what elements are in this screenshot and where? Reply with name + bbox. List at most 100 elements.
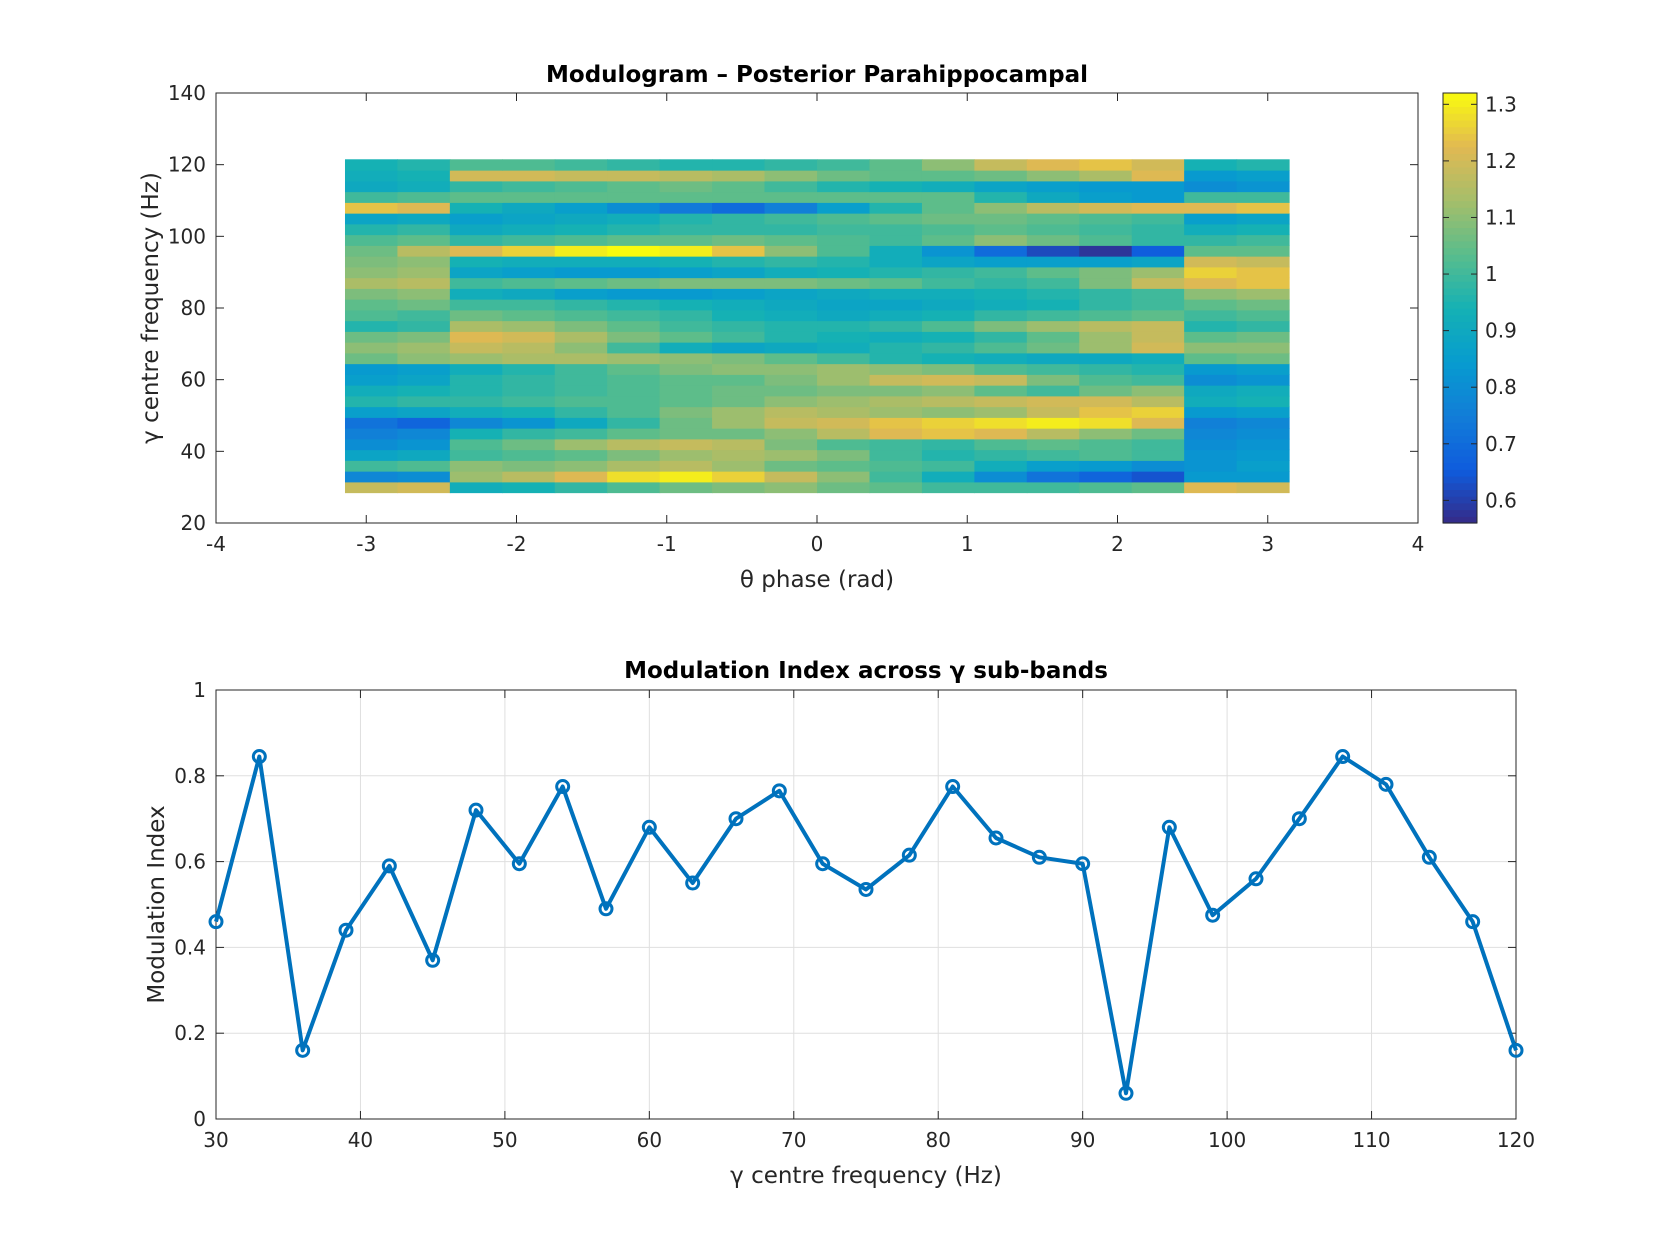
data-point-marker	[1248, 871, 1264, 887]
heatmap-cell	[1026, 374, 1080, 386]
heatmap-cell	[1236, 288, 1290, 300]
heatmap-cell	[1079, 331, 1133, 343]
colorbar-band	[1443, 435, 1477, 443]
heatmap-cell	[1079, 180, 1133, 193]
data-point-marker	[511, 856, 527, 872]
heatmap-cell	[764, 277, 818, 289]
heatmap-cell	[607, 460, 661, 472]
heatmap-cell	[817, 202, 871, 214]
heatmap-cell	[1026, 159, 1080, 171]
colorbar-band	[1443, 220, 1477, 228]
heatmap-cell	[1079, 213, 1133, 225]
heatmap-cell	[1184, 352, 1238, 365]
x-tick-label: 4	[1412, 532, 1425, 556]
heatmap-cell	[659, 352, 713, 365]
heatmap-cell	[344, 309, 399, 322]
heatmap-cell	[1184, 406, 1238, 418]
colorbar-band	[1443, 442, 1477, 450]
heatmap-cell	[449, 374, 503, 386]
heatmap-cell	[921, 223, 975, 236]
y-tick-label: 0.6	[174, 850, 206, 874]
heatmap-cell	[1079, 202, 1133, 214]
heatmap-cell	[1236, 213, 1290, 225]
heatmap-cell	[1026, 234, 1080, 246]
x-tick-label: 30	[203, 1128, 228, 1152]
heatmap-cell	[817, 438, 871, 451]
heatmap-cell	[817, 342, 871, 354]
heatmap-cell	[764, 428, 818, 440]
colorbar-band	[1443, 227, 1477, 235]
heatmap-cell	[659, 266, 713, 279]
heatmap-cell	[764, 299, 818, 311]
heatmap-cell	[974, 363, 1028, 375]
heatmap-cell	[502, 170, 556, 182]
modulation-index-plot-area	[216, 690, 1516, 1119]
heatmap-cell	[397, 245, 451, 257]
heatmap-cell	[869, 385, 923, 397]
colorbar-band	[1443, 207, 1477, 215]
heatmap-cell	[607, 223, 661, 236]
heatmap-cell	[921, 352, 975, 365]
heatmap-cell	[1079, 159, 1133, 171]
heatmap-cell	[502, 374, 556, 386]
heatmap-cell	[397, 159, 451, 171]
heatmap-cell	[397, 417, 451, 429]
heatmap-cell	[449, 288, 503, 300]
heatmap-cell	[502, 481, 556, 494]
heatmap-cell	[1079, 385, 1133, 397]
colorbar-band	[1443, 422, 1477, 430]
heatmap-cell	[554, 277, 608, 289]
heatmap-cell	[659, 438, 713, 451]
modulation-index-x-ticks: 30 40 50 60 70 80 90 100 110 120	[203, 690, 1535, 1152]
heatmap-cell	[921, 213, 975, 225]
heatmap-cell	[817, 266, 871, 279]
heatmap-cell	[817, 299, 871, 311]
heatmap-cell	[449, 266, 503, 279]
heatmap-cell	[712, 342, 766, 354]
heatmap-cell	[502, 234, 556, 246]
heatmap-cell	[449, 234, 503, 246]
colorbar-band	[1443, 160, 1477, 168]
heatmap-cell	[1131, 170, 1185, 182]
heatmap-cell	[554, 395, 608, 408]
modulation-index-x-label: γ centre frequency (Hz)	[730, 1163, 1002, 1189]
modulation-index-markers	[208, 749, 1524, 1101]
heatmap-cell	[1184, 417, 1238, 429]
heatmap-cell	[712, 223, 766, 236]
heatmap-cell	[974, 170, 1028, 182]
heatmap-cell	[554, 385, 608, 397]
heatmap-cell	[449, 223, 503, 236]
heatmap-cell	[449, 170, 503, 182]
heatmap-cell	[659, 342, 713, 354]
heatmap-cell	[817, 256, 871, 268]
heatmap-cell	[1236, 202, 1290, 214]
heatmap-cell	[869, 277, 923, 289]
colorbar-band	[1443, 187, 1477, 195]
heatmap-cell	[659, 374, 713, 386]
heatmap-cell	[764, 320, 818, 332]
heatmap-cell	[869, 288, 923, 300]
y-tick-label: 20	[181, 511, 206, 535]
heatmap-cell	[1236, 471, 1290, 483]
heatmap-cell	[659, 202, 713, 214]
heatmap-cell	[817, 180, 871, 193]
heatmap-cell	[869, 266, 923, 279]
heatmap-cell	[921, 385, 975, 397]
heatmap-cell	[712, 352, 766, 365]
heatmap-cell	[974, 234, 1028, 246]
heatmap-cell	[869, 180, 923, 193]
heatmap-cell	[397, 309, 451, 322]
colorbar-band	[1443, 375, 1477, 383]
heatmap-cell	[397, 213, 451, 225]
heatmap-cell	[607, 385, 661, 397]
heatmap-cell	[1236, 385, 1290, 397]
heatmap-cell	[607, 481, 661, 494]
data-point-marker	[1378, 776, 1394, 792]
heatmap-cell	[1131, 395, 1185, 408]
colorbar-band	[1443, 496, 1477, 504]
heatmap-cell	[921, 180, 975, 193]
heatmap-cell	[344, 471, 399, 483]
heatmap-cell	[502, 417, 556, 429]
heatmap-cell	[659, 159, 713, 171]
heatmap-cell	[1026, 342, 1080, 354]
